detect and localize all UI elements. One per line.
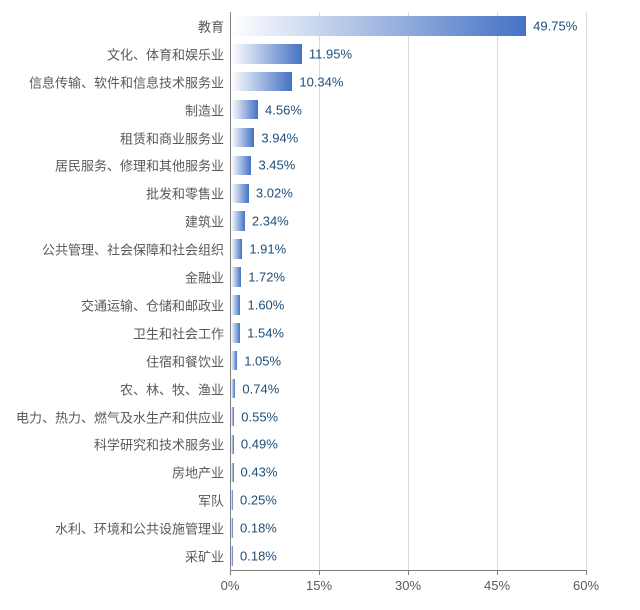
- x-axis-line: [230, 570, 586, 571]
- bar-row: 房地产业0.43%: [230, 458, 586, 486]
- bar-row: 军队0.25%: [230, 486, 586, 514]
- bar: [231, 323, 240, 343]
- bar-row: 批发和零售业3.02%: [230, 179, 586, 207]
- bar: [231, 211, 245, 231]
- category-label: 交通运输、仓储和邮政业: [81, 295, 230, 314]
- bar-row: 公共管理、社会保障和社会组织1.91%: [230, 235, 586, 263]
- bar: [231, 351, 237, 371]
- category-label: 科学研究和技术服务业: [94, 435, 230, 454]
- value-label: 3.45%: [252, 158, 295, 173]
- bar: [231, 16, 526, 36]
- value-label: 3.02%: [250, 186, 293, 201]
- bar: [231, 100, 258, 120]
- bar: [231, 184, 249, 204]
- bar-row: 教育49.75%: [230, 12, 586, 40]
- value-label: 49.75%: [527, 18, 577, 33]
- value-label: 4.56%: [259, 102, 302, 117]
- plot-area: 0%15%30%45%60%教育49.75%文化、体育和娱乐业11.95%信息传…: [230, 12, 586, 570]
- bar-row: 电力、热力、燃气及水生产和供应业0.55%: [230, 403, 586, 431]
- bar-row: 制造业4.56%: [230, 96, 586, 124]
- bar: [231, 267, 241, 287]
- bar: [231, 379, 235, 399]
- bar-row: 农、林、牧、渔业0.74%: [230, 375, 586, 403]
- bar: [231, 490, 233, 510]
- category-label: 金融业: [185, 268, 230, 287]
- category-label: 采矿业: [185, 547, 230, 566]
- bar: [231, 518, 233, 538]
- value-label: 0.18%: [234, 521, 277, 536]
- bar: [231, 239, 242, 259]
- bar: [231, 295, 240, 315]
- x-tick-label: 15%: [306, 578, 332, 593]
- x-tick-label: 60%: [573, 578, 599, 593]
- value-label: 3.94%: [255, 130, 298, 145]
- value-label: 1.60%: [241, 297, 284, 312]
- bar: [231, 435, 234, 455]
- bar-row: 住宿和餐饮业1.05%: [230, 347, 586, 375]
- category-label: 信息传输、软件和信息技术服务业: [29, 72, 230, 91]
- bar-row: 信息传输、软件和信息技术服务业10.34%: [230, 68, 586, 96]
- industry-distribution-chart: 0%15%30%45%60%教育49.75%文化、体育和娱乐业11.95%信息传…: [0, 0, 640, 610]
- category-label: 建筑业: [185, 212, 230, 231]
- category-label: 制造业: [185, 100, 230, 119]
- bar: [231, 463, 234, 483]
- bar: [231, 128, 254, 148]
- bar-row: 卫生和社会工作1.54%: [230, 319, 586, 347]
- bar-row: 采矿业0.18%: [230, 542, 586, 570]
- value-label: 0.43%: [235, 465, 278, 480]
- category-label: 住宿和餐饮业: [146, 351, 230, 370]
- bar: [231, 156, 251, 176]
- bar-row: 租赁和商业服务业3.94%: [230, 124, 586, 152]
- value-label: 0.55%: [235, 409, 278, 424]
- value-label: 1.91%: [243, 242, 286, 257]
- value-label: 10.34%: [293, 74, 343, 89]
- x-tick-label: 30%: [395, 578, 421, 593]
- category-label: 批发和零售业: [146, 184, 230, 203]
- bar-row: 科学研究和技术服务业0.49%: [230, 431, 586, 459]
- bar-row: 水利、环境和公共设施管理业0.18%: [230, 514, 586, 542]
- value-label: 0.18%: [234, 549, 277, 564]
- category-label: 电力、热力、燃气及水生产和供应业: [16, 407, 230, 426]
- value-label: 0.74%: [236, 381, 279, 396]
- value-label: 1.72%: [242, 270, 285, 285]
- value-label: 2.34%: [246, 214, 289, 229]
- category-label: 文化、体育和娱乐业: [107, 44, 230, 63]
- bar: [231, 407, 234, 427]
- category-label: 教育: [198, 16, 230, 35]
- value-label: 0.25%: [234, 493, 277, 508]
- bar-row: 金融业1.72%: [230, 263, 586, 291]
- category-label: 居民服务、修理和其他服务业: [55, 156, 230, 175]
- bar: [231, 72, 292, 92]
- category-label: 房地产业: [172, 463, 230, 482]
- value-label: 1.05%: [238, 353, 281, 368]
- category-label: 农、林、牧、渔业: [120, 379, 230, 398]
- category-label: 军队: [198, 491, 230, 510]
- bar-row: 建筑业2.34%: [230, 207, 586, 235]
- bar-row: 居民服务、修理和其他服务业3.45%: [230, 152, 586, 180]
- bar: [231, 546, 233, 566]
- category-label: 水利、环境和公共设施管理业: [55, 519, 230, 538]
- bar-row: 文化、体育和娱乐业11.95%: [230, 40, 586, 68]
- gridline: [586, 12, 587, 570]
- value-label: 1.54%: [241, 325, 284, 340]
- bar: [231, 44, 302, 64]
- category-label: 租赁和商业服务业: [120, 128, 230, 147]
- category-label: 公共管理、社会保障和社会组织: [42, 240, 230, 259]
- x-tick-mark: [586, 570, 587, 575]
- category-label: 卫生和社会工作: [133, 323, 230, 342]
- value-label: 0.49%: [235, 437, 278, 452]
- bar-row: 交通运输、仓储和邮政业1.60%: [230, 291, 586, 319]
- value-label: 11.95%: [303, 46, 352, 61]
- x-tick-label: 45%: [484, 578, 510, 593]
- x-tick-label: 0%: [221, 578, 240, 593]
